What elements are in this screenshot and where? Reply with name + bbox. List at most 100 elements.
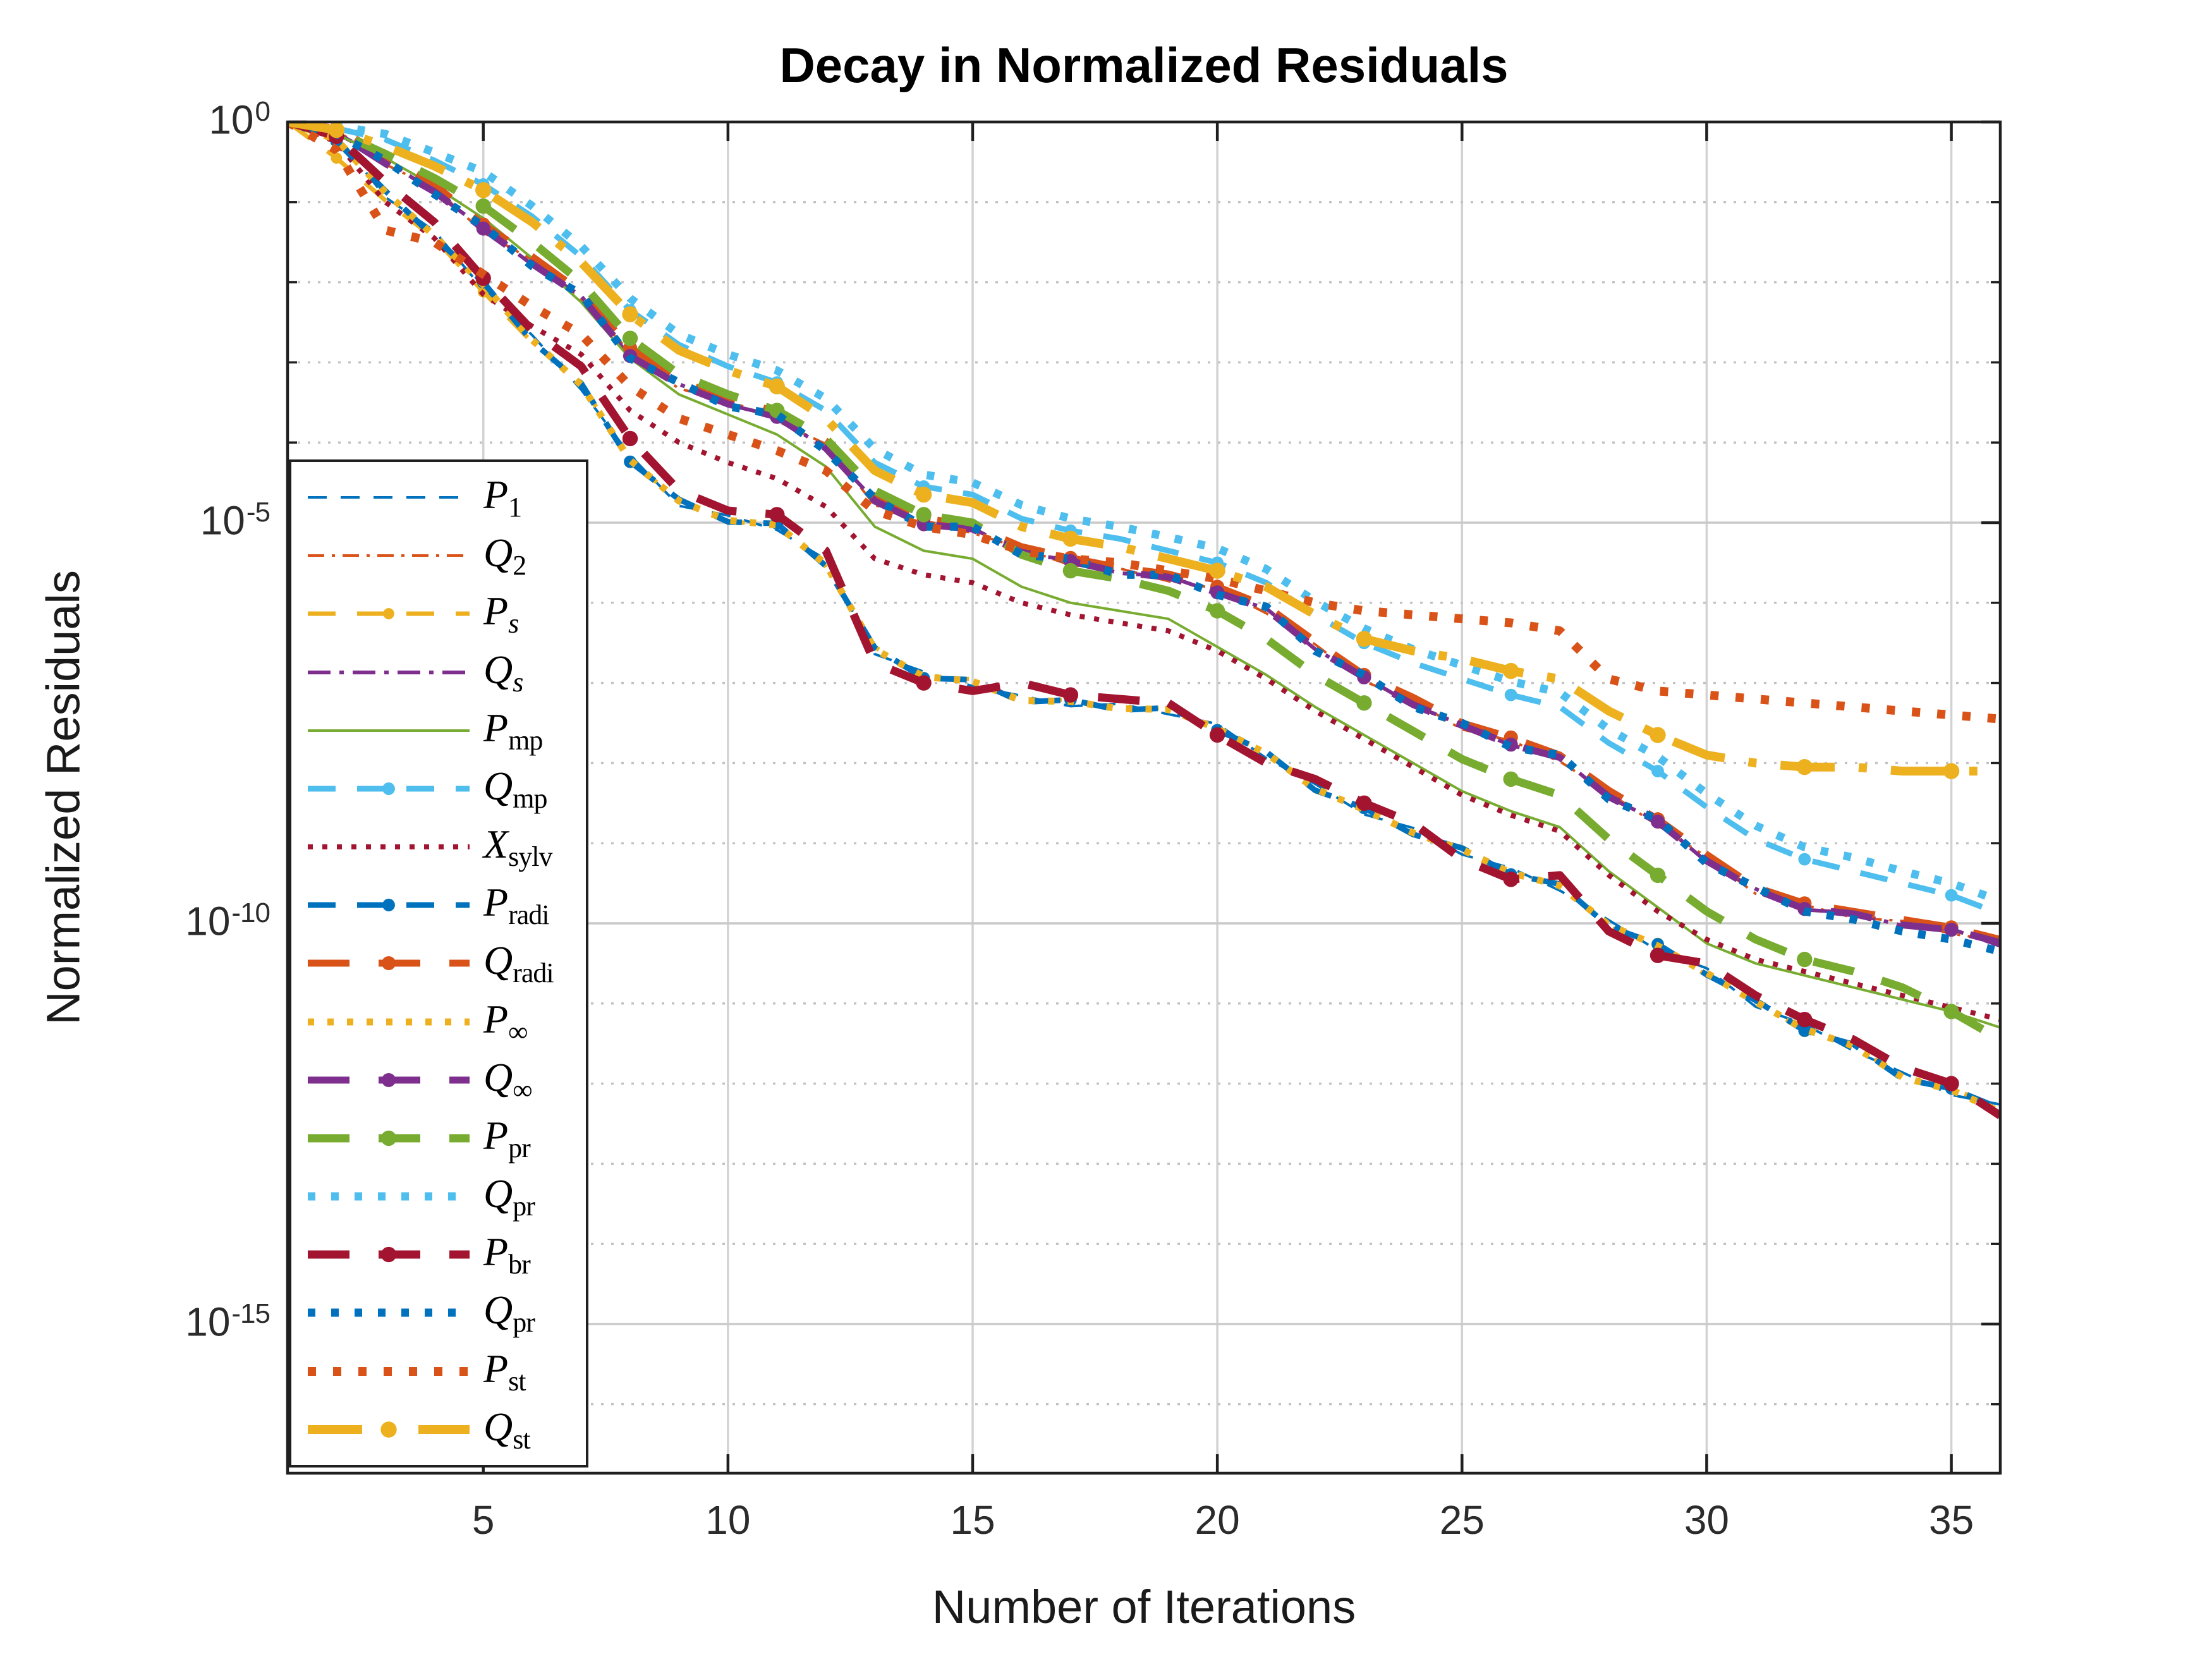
series-marker-P_pr: [622, 331, 638, 346]
legend-line-sample: [308, 1130, 470, 1146]
legend-line-sample: [308, 496, 470, 499]
legend-line-sample: [308, 844, 470, 850]
legend-item-P_pr: Ppr: [291, 1110, 586, 1166]
legend-label-Q_pr_2: Qpr: [483, 1287, 535, 1339]
legend-label-P_st: Pst: [483, 1346, 526, 1397]
legend-line-sample: [308, 782, 470, 795]
legend-line-sample: [308, 670, 470, 674]
legend-line-sample: [308, 956, 470, 971]
legend-line-sample: [308, 729, 470, 732]
series-marker-P_br: [1650, 947, 1666, 963]
legend-item-Q_inf: Q∞: [291, 1052, 586, 1108]
series-marker-Q_st: [915, 486, 932, 503]
legend-label-P_radi: Pradi: [483, 880, 550, 931]
legend-label-Q_radi: Qradi: [483, 938, 554, 989]
legend-box: P1 Q2 Ps Qs Pmp Qmp Xsylv Pradi Qradi P∞ Q∞ Ppr Qpr P…: [289, 459, 588, 1468]
x-tick-label: 10: [705, 1497, 751, 1543]
series-marker-P_pr: [1062, 562, 1079, 579]
series-marker-P_br: [1356, 795, 1372, 811]
series-marker-Q_st: [622, 306, 638, 322]
series-marker-Q_st: [1503, 662, 1519, 679]
series-marker-P_br: [1209, 727, 1225, 743]
legend-item-P_inf: P∞: [291, 994, 586, 1050]
legend-label-P_1: P1: [483, 471, 522, 523]
series-marker-Q_st: [1650, 727, 1666, 743]
series-P_radi: [288, 122, 2000, 1112]
series-Q_inf: [288, 122, 2000, 946]
series-marker-Q_st: [1062, 530, 1079, 547]
series-marker-P_br: [1062, 687, 1079, 703]
x-tick-label: 20: [1194, 1497, 1240, 1543]
legend-line-sample: [308, 1192, 470, 1201]
legend-item-P_mp: Pmp: [291, 703, 586, 758]
legend-item-P_s: Ps: [291, 586, 586, 641]
legend-label-P_br: Pbr: [483, 1229, 531, 1280]
series-Q_mp: [288, 122, 2000, 917]
series-marker-Q_mp: [1798, 853, 1811, 866]
series-marker-P_br: [916, 675, 932, 691]
legend-label-Q_pr: Qpr: [483, 1171, 535, 1222]
legend-item-X_sylv: Xsylv: [291, 819, 586, 875]
legend-line-sample: [308, 608, 470, 620]
series-marker-Q_mp: [1945, 889, 1958, 902]
y-tick-label: 10-5: [200, 497, 270, 544]
x-tick-label: 35: [1928, 1497, 1974, 1543]
series-marker-P_br: [622, 430, 638, 447]
legend-label-Q_st: Qst: [483, 1404, 531, 1455]
series-marker-P_br: [1797, 1012, 1813, 1028]
series-marker-Q_st: [475, 182, 492, 198]
x-tick-label: 30: [1684, 1497, 1730, 1543]
legend-line-sample: [308, 899, 470, 912]
legend-label-Q_s: Qs: [483, 647, 523, 698]
series-marker-Q_mp: [1504, 688, 1517, 702]
legend-line-sample: [308, 554, 470, 557]
legend-item-Q_s: Qs: [291, 645, 586, 700]
series-marker-P_pr: [1356, 695, 1372, 711]
x-tick-label: 5: [471, 1497, 495, 1543]
legend-item-Q_radi: Qradi: [291, 935, 586, 991]
series-marker-P_pr: [1650, 867, 1666, 884]
y-tick-label: 10-15: [185, 1298, 270, 1345]
x-tick-label: 15: [950, 1497, 995, 1543]
series-P_br: [288, 122, 2000, 1119]
legend-item-P_radi: Pradi: [291, 877, 586, 933]
legend-line-sample: [308, 1018, 470, 1026]
series-P_mp: [288, 122, 2000, 1029]
x-tick-label: 25: [1439, 1497, 1485, 1543]
legend-item-P_st: Pst: [291, 1344, 586, 1399]
series-marker-Q_inf: [1944, 923, 1959, 937]
legend-line-sample: [308, 1421, 470, 1438]
series-layer: [288, 122, 2000, 1119]
y-tick-label: 10-10: [185, 897, 270, 944]
legend-item-Q_pr_2: Qpr: [291, 1285, 586, 1340]
legend-item-Q_mp: Qmp: [291, 761, 586, 817]
series-marker-Q_st: [1209, 562, 1225, 579]
axes-box: [286, 120, 2002, 1475]
legend-item-Q_st: Qst: [291, 1402, 586, 1457]
series-marker-P_br: [1943, 1076, 1959, 1091]
legend-label-Q_mp: Qmp: [483, 763, 547, 815]
y-axis-label: Normalized Residuals: [37, 570, 90, 1025]
series-marker-Q_st: [1356, 631, 1373, 647]
legend-label-P_mp: Pmp: [483, 705, 543, 756]
series-Q_radi: [288, 122, 2000, 943]
series-P_st: [288, 122, 2000, 724]
series-Q_pr_2: [288, 122, 2000, 956]
legend-item-P_1: P1: [291, 470, 586, 525]
series-marker-P_pr: [1797, 951, 1813, 968]
legend-label-P_s: Ps: [483, 588, 519, 640]
series-marker-P_pr: [475, 198, 491, 214]
series-marker-Q_st: [328, 122, 345, 138]
series-marker-Q_st: [769, 378, 786, 395]
chart-title: Decay in Normalized Residuals: [779, 37, 1509, 93]
series-marker-P_pr: [1209, 603, 1225, 619]
legend-line-sample: [308, 1366, 470, 1376]
legend-label-Q_2: Q2: [483, 530, 526, 581]
series-marker-Q_st: [1796, 759, 1813, 775]
series-marker-P_pr: [1503, 771, 1519, 787]
series-marker-P_pr: [916, 507, 932, 523]
series-P_pr: [288, 122, 2000, 1043]
legend-label-X_sylv: Xsylv: [483, 822, 552, 873]
series-marker-Q_st: [1943, 763, 1960, 779]
